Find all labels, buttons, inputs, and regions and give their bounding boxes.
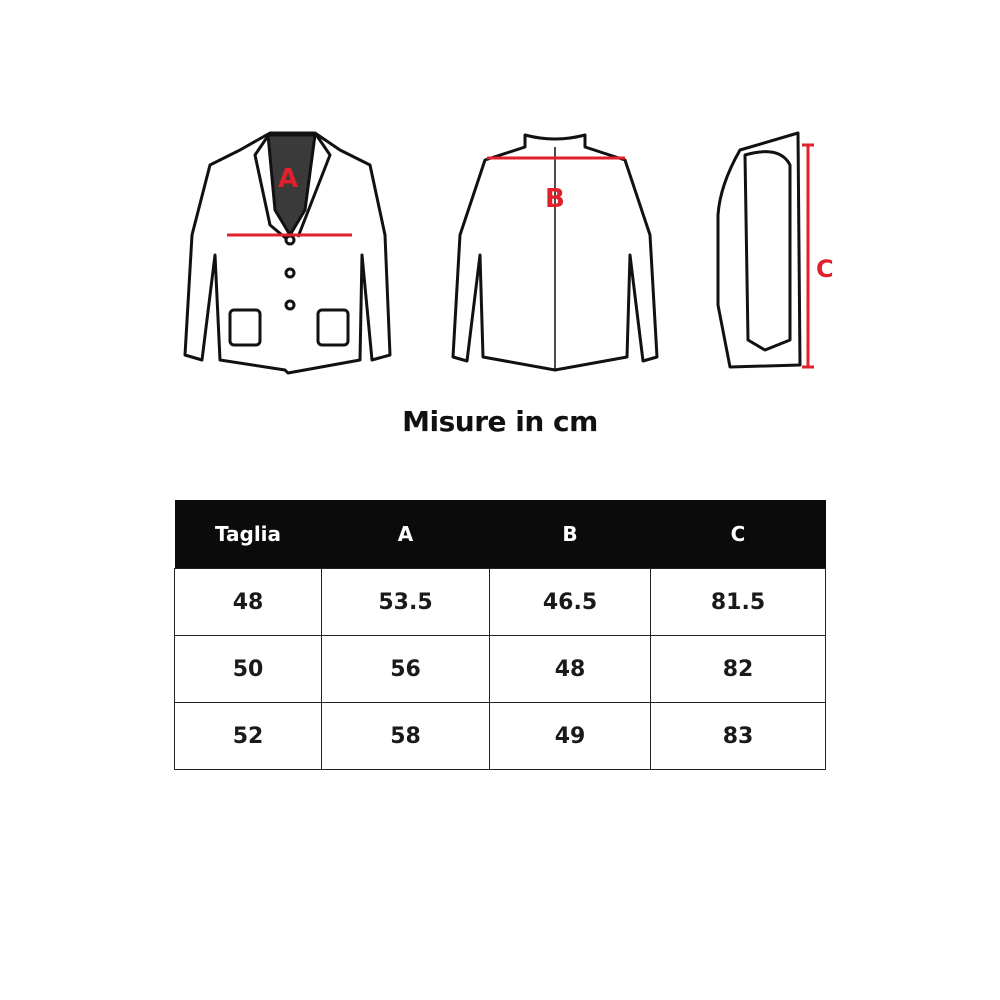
cell-size: 50 bbox=[174, 635, 322, 703]
table-row: 52 58 49 83 bbox=[174, 702, 826, 770]
header-size: Taglia bbox=[174, 500, 322, 569]
header-b: B bbox=[489, 500, 651, 569]
jacket-back-illustration: B bbox=[445, 125, 665, 375]
cell-a: 53.5 bbox=[321, 568, 490, 636]
cell-a: 58 bbox=[321, 702, 490, 770]
header-a: A bbox=[321, 500, 490, 569]
cell-a: 56 bbox=[321, 635, 490, 703]
label-a: A bbox=[278, 164, 298, 194]
table-header-row: Taglia A B C bbox=[174, 500, 826, 569]
jacket-side-illustration: C bbox=[710, 125, 840, 375]
table-row: 48 53.5 46.5 81.5 bbox=[174, 568, 826, 636]
cell-c: 81.5 bbox=[650, 568, 826, 636]
label-b: B bbox=[545, 184, 565, 214]
page-title: Misure in cm bbox=[402, 405, 598, 438]
cell-size: 52 bbox=[174, 702, 322, 770]
cell-c: 83 bbox=[650, 702, 826, 770]
cell-b: 49 bbox=[489, 702, 651, 770]
cell-b: 48 bbox=[489, 635, 651, 703]
cell-b: 46.5 bbox=[489, 568, 651, 636]
table-row: 50 56 48 82 bbox=[174, 635, 826, 703]
jacket-front-illustration: A bbox=[180, 125, 400, 375]
cell-size: 48 bbox=[174, 568, 322, 636]
label-c: C bbox=[816, 255, 834, 283]
size-table: Taglia A B C 48 53.5 46.5 81.5 50 56 48 … bbox=[174, 500, 826, 770]
header-c: C bbox=[650, 500, 826, 569]
cell-c: 82 bbox=[650, 635, 826, 703]
